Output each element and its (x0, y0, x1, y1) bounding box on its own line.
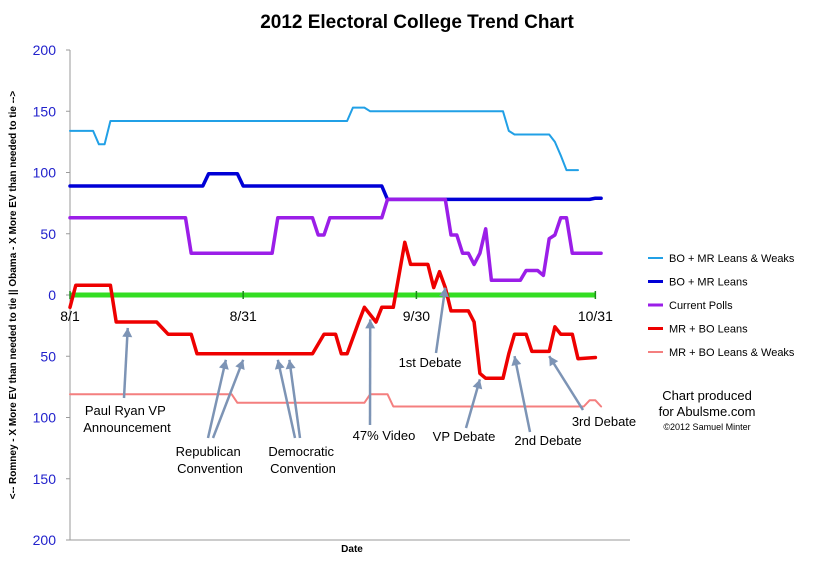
y-tick-label: 0 (48, 287, 56, 303)
legend-label: MR + BO Leans & Weaks (669, 347, 795, 359)
annotation-arrowhead (122, 327, 133, 338)
series-line-mr-bo-leans (68, 240, 598, 381)
y-axis-ticks: 200 150 100 50 0 50 100 150 200 (33, 42, 70, 548)
y-tick-label: 100 (33, 165, 57, 181)
annotation-arrow (434, 287, 447, 354)
annotation-arrow (276, 359, 297, 439)
annotation-arrowhead (274, 359, 285, 370)
legend-label: MR + BO Leans (669, 324, 748, 336)
annotations: Paul Ryan VP Announcement Republican Con… (83, 287, 636, 476)
x-axis-label: Date (341, 544, 363, 555)
legend: BO + MR Leans & Weaks BO + MR Leans Curren… (648, 253, 795, 359)
y-tick-label: 100 (33, 410, 57, 426)
x-axis-ticks: 8/1 8/31 9/30 10/31 (60, 291, 613, 324)
annotation-vp-debate: VP Debate (433, 429, 496, 444)
series-line-bo-mr-leans (68, 171, 603, 202)
annotation-arrowhead (235, 359, 245, 370)
legend-label: Current Polls (669, 300, 733, 312)
y-tick-label: 150 (33, 471, 57, 487)
annotation-second-debate: 2nd Debate (514, 433, 581, 448)
credit-line-1: Chart produced (662, 388, 752, 403)
legend-label: BO + MR Leans (669, 277, 748, 289)
series-line-mr-bo-leans-weaks (69, 393, 603, 408)
y-tick-label: 150 (33, 103, 57, 119)
legend-label: BO + MR Leans & Weaks (669, 253, 795, 265)
annotation-arrowhead (511, 356, 522, 366)
y-tick-label: 50 (40, 348, 56, 364)
annotation-arrow (288, 359, 302, 439)
annotation-47-video: 47% Video (353, 428, 416, 443)
annotation-arrow (122, 327, 129, 399)
y-tick-label: 200 (33, 42, 57, 58)
annotation-arrowhead (439, 287, 449, 298)
y-axis-label: <-- Romney - X More EV than needed to ti… (8, 91, 19, 500)
credit-line-2: for Abulsme.com (659, 404, 756, 419)
annotation-arrow (211, 359, 245, 439)
annotation-arrowhead (285, 359, 296, 370)
annotation-arrow (513, 355, 532, 433)
annotation-arrowhead (549, 356, 559, 367)
credit-line-3: ©2012 Samuel Minter (663, 422, 750, 432)
annotation-third-debate: 3rd Debate (572, 414, 636, 429)
annotation-arrow (548, 355, 585, 411)
x-tick-label: 9/30 (403, 308, 430, 324)
y-tick-label: 200 (33, 532, 57, 548)
series-layer (68, 106, 603, 408)
x-tick-label: 8/1 (60, 308, 80, 324)
series-line-current-polls (68, 197, 603, 283)
annotation-arrowhead (218, 359, 229, 370)
annotation-arrow (206, 359, 228, 439)
annotation-paul-ryan: Paul Ryan VP Announcement (83, 403, 171, 435)
annotation-arrowhead (365, 319, 376, 329)
annotation-arrowhead (472, 379, 483, 390)
plot-area (69, 50, 630, 541)
credit: Chart produced for Abulsme.com ©2012 Sam… (659, 388, 756, 432)
annotation-first-debate: 1st Debate (399, 355, 462, 370)
series-line-bo-mr-leans-weaks (69, 106, 579, 172)
chart-title: 2012 Electoral College Trend Chart (260, 12, 574, 33)
x-tick-label: 10/31 (578, 308, 613, 324)
annotation-republican: Republican Convention (176, 444, 245, 476)
x-tick-label: 8/31 (230, 308, 257, 324)
annotation-democratic: Democratic Convention (268, 444, 337, 476)
y-tick-label: 50 (40, 226, 56, 242)
